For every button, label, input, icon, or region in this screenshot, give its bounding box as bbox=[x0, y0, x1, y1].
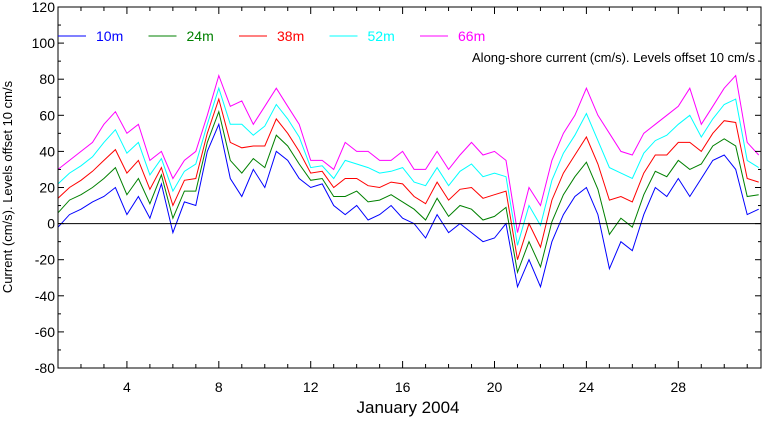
y-axis-label: Current (cm/s). Levels offset 10 cm/s bbox=[0, 80, 15, 293]
legend-label-66m: 66m bbox=[458, 28, 485, 44]
y-tick-label: 60 bbox=[39, 107, 55, 123]
axes: -80 -60 -40 -20 0 20 40 60 80 100 120 4 8 12 16 20 24 28 bbox=[32, 0, 761, 395]
legend-label-24m: 24m bbox=[187, 28, 214, 44]
chart-annotation: Along-shore current (cm/s). Levels offse… bbox=[472, 50, 755, 65]
plot-lines bbox=[57, 74, 761, 289]
x-tick-label: 4 bbox=[123, 379, 131, 395]
y-tick-label: -60 bbox=[35, 324, 55, 340]
x-tick-label: 24 bbox=[579, 379, 595, 395]
legend: 10m 24m 38m 52m 66m bbox=[58, 28, 485, 44]
series-line-10m bbox=[57, 122, 759, 289]
x-tick-label: 20 bbox=[487, 379, 503, 395]
legend-label-38m: 38m bbox=[277, 28, 304, 44]
y-tick-label: -40 bbox=[35, 288, 55, 304]
y-tick-label: 120 bbox=[32, 0, 56, 15]
y-tick-label: -80 bbox=[35, 360, 55, 376]
series-line-38m bbox=[57, 97, 759, 260]
x-tick-label: 12 bbox=[303, 379, 319, 395]
y-tick-label: 80 bbox=[39, 71, 55, 87]
series-line-24m bbox=[57, 109, 759, 275]
x-axis-label: January 2004 bbox=[356, 398, 459, 417]
x-tick-label: 8 bbox=[215, 379, 223, 395]
x-tick-label: 16 bbox=[395, 379, 411, 395]
y-tick-label: 40 bbox=[39, 143, 55, 159]
x-tick-label: 28 bbox=[671, 379, 687, 395]
y-tick-label: -20 bbox=[35, 252, 55, 268]
series-line-66m bbox=[57, 74, 760, 233]
y-tick-label: 100 bbox=[32, 35, 56, 51]
series-line-52m bbox=[57, 86, 759, 246]
legend-label-10m: 10m bbox=[96, 28, 123, 44]
y-tick-label: 20 bbox=[39, 180, 55, 196]
y-tick-label: 0 bbox=[47, 216, 55, 232]
legend-label-52m: 52m bbox=[368, 28, 395, 44]
